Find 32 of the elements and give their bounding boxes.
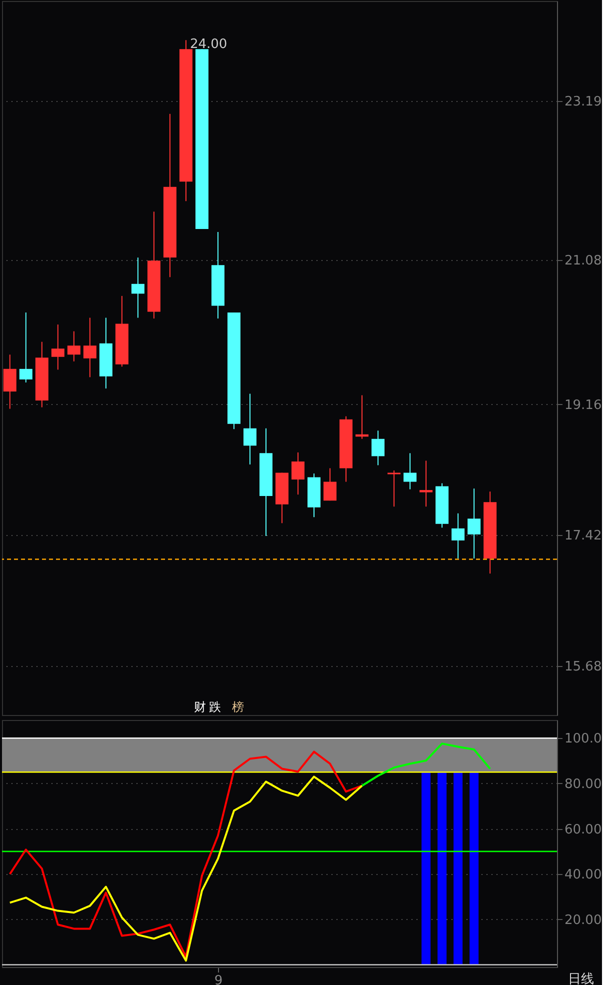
y-tick-label: 17.42 [564, 528, 602, 544]
candlestick [243, 393, 256, 465]
candlestick [404, 452, 417, 490]
y-tick-label: 23.19 [564, 94, 602, 110]
candlestick [388, 470, 401, 508]
candlestick [19, 312, 32, 383]
y-tick-label: 60.00 [564, 822, 602, 838]
candlestick [324, 468, 336, 502]
line-series [361, 742, 492, 787]
y-tick-label: 40.00 [564, 868, 602, 883]
annotation: 榜 [232, 700, 244, 714]
annotation: 财 [194, 700, 206, 714]
y-tick-label: 21.08 [564, 253, 602, 268]
candlestick [83, 317, 96, 378]
candlestick [3, 354, 16, 410]
candlestick [51, 324, 64, 370]
candlestick [452, 512, 465, 560]
annotation: 跌 [209, 700, 221, 714]
candlestick [291, 452, 304, 496]
candlestick [372, 430, 385, 466]
candlestick [67, 330, 80, 362]
y-tick-label: 80.00 [564, 776, 602, 792]
text: 日线 [568, 972, 594, 985]
y-tick-label: 100.0 [564, 732, 602, 747]
annotation: 24.00 [190, 37, 228, 52]
y-tick-label: 15.68 [564, 660, 602, 675]
candlestick [131, 257, 144, 318]
candlestick [468, 488, 481, 560]
y-tick-label: 20.00 [564, 912, 602, 928]
y-tick-label: 19.16 [564, 398, 602, 413]
candlestick [420, 460, 433, 508]
x-tick-label: 9 [214, 974, 223, 985]
